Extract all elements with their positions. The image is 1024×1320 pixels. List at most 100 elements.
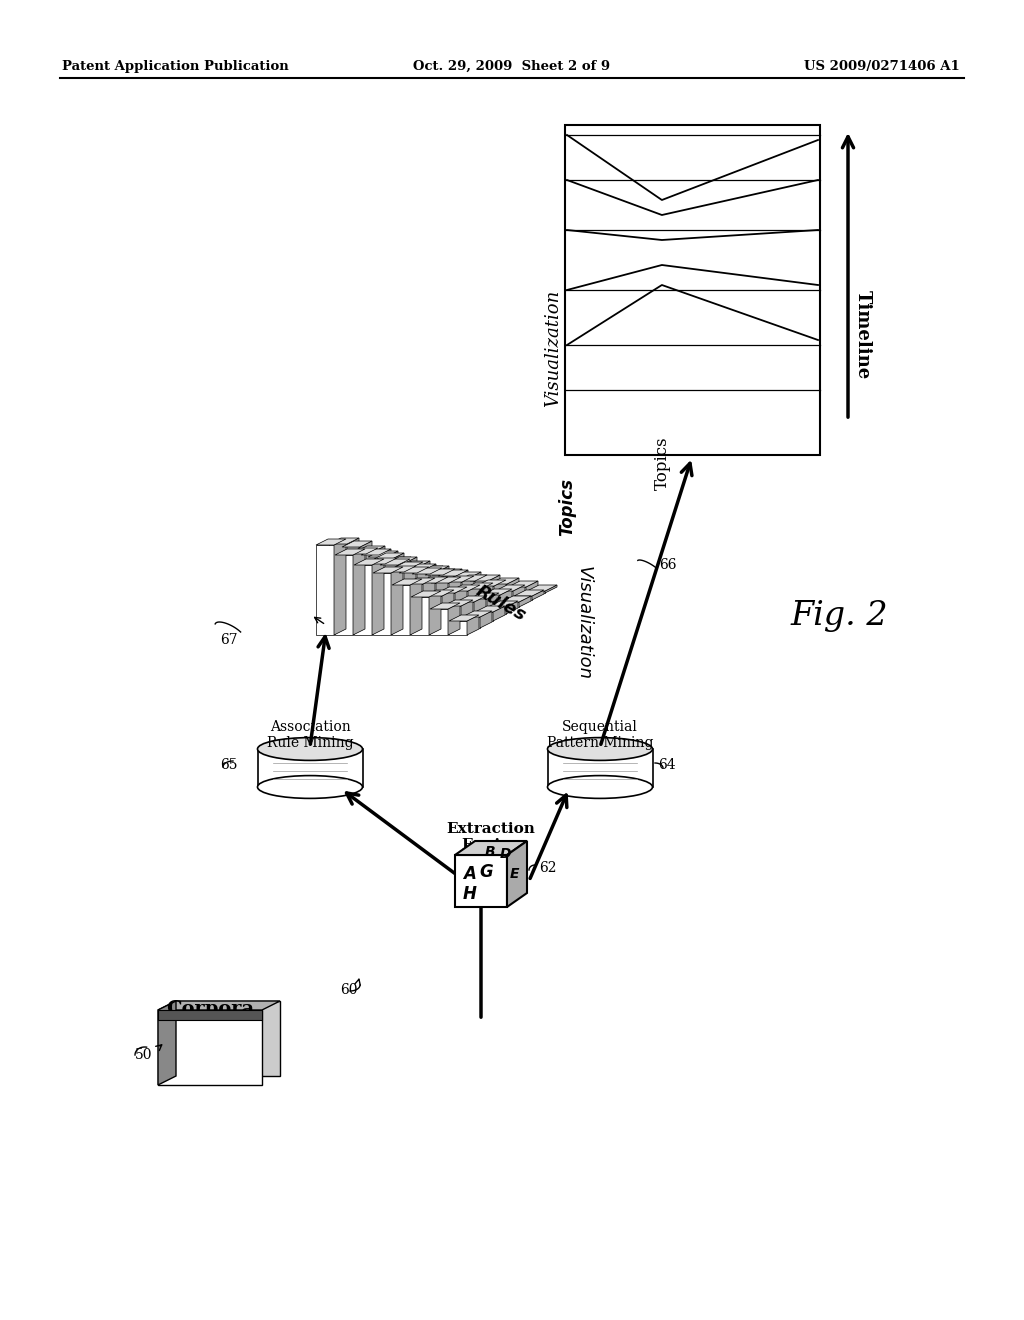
Polygon shape bbox=[368, 550, 398, 557]
Polygon shape bbox=[406, 557, 417, 607]
Polygon shape bbox=[470, 576, 500, 581]
Polygon shape bbox=[438, 570, 468, 576]
Polygon shape bbox=[158, 1001, 176, 1085]
Polygon shape bbox=[475, 606, 505, 612]
Polygon shape bbox=[373, 546, 385, 614]
Polygon shape bbox=[393, 562, 423, 568]
Polygon shape bbox=[455, 841, 527, 855]
Polygon shape bbox=[450, 569, 462, 593]
Polygon shape bbox=[467, 615, 479, 635]
Polygon shape bbox=[469, 572, 481, 593]
Polygon shape bbox=[374, 558, 392, 614]
Polygon shape bbox=[347, 539, 359, 628]
Polygon shape bbox=[493, 606, 505, 620]
Text: 65: 65 bbox=[220, 758, 238, 772]
Polygon shape bbox=[386, 566, 416, 572]
Polygon shape bbox=[391, 568, 403, 635]
Ellipse shape bbox=[257, 738, 362, 760]
Polygon shape bbox=[461, 601, 473, 628]
Polygon shape bbox=[354, 565, 372, 635]
Text: Fig. 2: Fig. 2 bbox=[790, 601, 888, 632]
Polygon shape bbox=[419, 566, 449, 572]
Polygon shape bbox=[476, 586, 494, 601]
Text: D: D bbox=[500, 847, 512, 861]
Polygon shape bbox=[334, 539, 346, 635]
Polygon shape bbox=[158, 1010, 262, 1020]
Polygon shape bbox=[474, 597, 486, 620]
Polygon shape bbox=[507, 578, 519, 593]
Polygon shape bbox=[410, 579, 422, 635]
Text: Timeline: Timeline bbox=[854, 290, 872, 379]
Polygon shape bbox=[489, 583, 507, 593]
Polygon shape bbox=[455, 855, 507, 907]
Polygon shape bbox=[411, 591, 441, 597]
Polygon shape bbox=[508, 587, 526, 593]
Polygon shape bbox=[430, 603, 460, 609]
Polygon shape bbox=[425, 576, 443, 607]
Polygon shape bbox=[480, 611, 492, 628]
Text: Oct. 29, 2009  Sheet 2 of 9: Oct. 29, 2009 Sheet 2 of 9 bbox=[414, 59, 610, 73]
Polygon shape bbox=[386, 572, 404, 628]
Polygon shape bbox=[404, 566, 416, 628]
Polygon shape bbox=[444, 576, 474, 582]
Polygon shape bbox=[431, 583, 449, 614]
Polygon shape bbox=[381, 557, 411, 564]
Polygon shape bbox=[443, 569, 455, 607]
Polygon shape bbox=[380, 558, 410, 565]
Text: G: G bbox=[479, 863, 493, 880]
Polygon shape bbox=[406, 570, 424, 607]
Polygon shape bbox=[412, 574, 430, 614]
Polygon shape bbox=[400, 561, 430, 568]
Polygon shape bbox=[468, 585, 480, 614]
Polygon shape bbox=[457, 576, 487, 581]
Polygon shape bbox=[418, 577, 449, 583]
Polygon shape bbox=[355, 546, 385, 552]
Polygon shape bbox=[488, 576, 500, 593]
Polygon shape bbox=[526, 581, 538, 593]
Polygon shape bbox=[519, 597, 531, 607]
Polygon shape bbox=[514, 590, 544, 597]
Polygon shape bbox=[385, 558, 397, 628]
Text: 66: 66 bbox=[659, 558, 677, 572]
Polygon shape bbox=[527, 591, 545, 593]
Text: US 2009/0271406 A1: US 2009/0271406 A1 bbox=[804, 59, 961, 73]
Polygon shape bbox=[373, 568, 403, 573]
Polygon shape bbox=[381, 564, 399, 601]
Polygon shape bbox=[411, 597, 429, 635]
Polygon shape bbox=[354, 558, 384, 565]
Text: Sequential
Pattern Mining: Sequential Pattern Mining bbox=[547, 719, 653, 750]
Polygon shape bbox=[342, 541, 372, 546]
Text: 62: 62 bbox=[539, 861, 556, 875]
Polygon shape bbox=[443, 601, 473, 606]
Polygon shape bbox=[475, 576, 487, 601]
Polygon shape bbox=[455, 587, 467, 620]
Polygon shape bbox=[508, 581, 538, 587]
Polygon shape bbox=[335, 549, 365, 554]
Text: Association
Rule Mining: Association Rule Mining bbox=[266, 719, 353, 750]
Polygon shape bbox=[457, 581, 475, 601]
Polygon shape bbox=[360, 541, 372, 620]
Polygon shape bbox=[449, 603, 460, 635]
Polygon shape bbox=[527, 585, 557, 591]
Polygon shape bbox=[488, 607, 506, 614]
Polygon shape bbox=[158, 1001, 280, 1010]
Polygon shape bbox=[449, 577, 461, 614]
Text: 60: 60 bbox=[340, 983, 357, 997]
Polygon shape bbox=[386, 550, 398, 607]
Polygon shape bbox=[482, 595, 500, 607]
Polygon shape bbox=[501, 602, 519, 607]
Polygon shape bbox=[432, 576, 450, 593]
Polygon shape bbox=[387, 564, 406, 607]
Polygon shape bbox=[348, 548, 378, 554]
Polygon shape bbox=[456, 597, 486, 602]
Polygon shape bbox=[437, 593, 455, 620]
Polygon shape bbox=[374, 553, 404, 558]
Text: Visualization: Visualization bbox=[575, 566, 593, 680]
Polygon shape bbox=[449, 620, 467, 635]
Text: E: E bbox=[510, 867, 519, 880]
Polygon shape bbox=[444, 582, 462, 607]
FancyBboxPatch shape bbox=[257, 748, 362, 787]
Text: Corpora: Corpora bbox=[166, 1001, 254, 1018]
Polygon shape bbox=[429, 591, 441, 635]
Polygon shape bbox=[489, 578, 519, 583]
